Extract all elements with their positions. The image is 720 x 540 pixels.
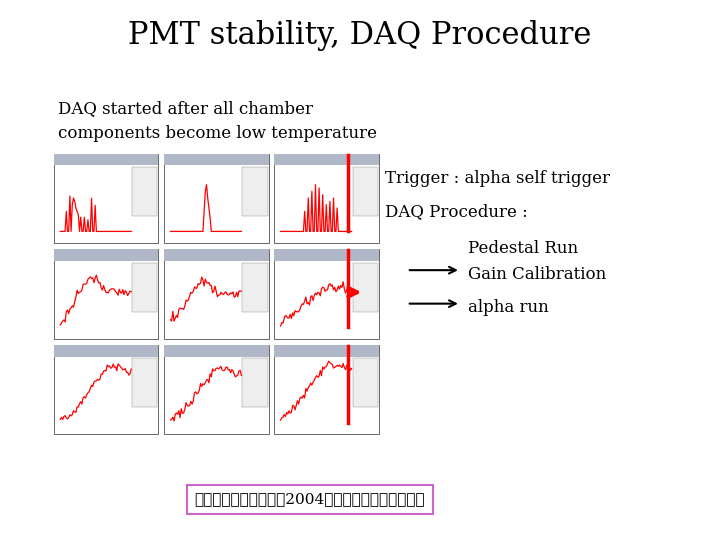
Bar (353, 167, 378, 217)
Bar (132, 167, 158, 217)
Bar (274, 154, 379, 165)
Bar (54, 154, 158, 243)
Bar (132, 263, 158, 312)
Bar (274, 249, 379, 339)
Bar (164, 249, 269, 261)
Text: Pedestal Run: Pedestal Run (468, 240, 578, 258)
Bar (243, 359, 268, 408)
Bar (243, 263, 268, 312)
Bar (274, 154, 379, 243)
Bar (54, 345, 158, 356)
Bar (353, 359, 378, 408)
Bar (274, 345, 379, 356)
Text: alpha run: alpha run (468, 299, 549, 316)
Bar (164, 345, 269, 434)
Text: Gain Calibration: Gain Calibration (468, 266, 606, 283)
Bar (54, 249, 158, 261)
Bar (243, 167, 268, 217)
Bar (132, 359, 158, 408)
Text: 久松康子　日本物理学2004年秋季大会　＠高知大学: 久松康子 日本物理学2004年秋季大会 ＠高知大学 (194, 492, 425, 507)
Bar (54, 154, 158, 165)
Text: DAQ started after all chamber
components become low temperature: DAQ started after all chamber components… (58, 100, 377, 143)
Text: DAQ Procedure :: DAQ Procedure : (385, 204, 528, 220)
Text: PMT stability, DAQ Procedure: PMT stability, DAQ Procedure (128, 19, 592, 51)
Bar (274, 249, 379, 261)
Bar (164, 345, 269, 356)
Bar (274, 345, 379, 434)
Bar (164, 249, 269, 339)
Bar (164, 154, 269, 243)
Bar (164, 154, 269, 165)
Bar (54, 345, 158, 434)
Bar (54, 249, 158, 339)
Text: Trigger : alpha self trigger: Trigger : alpha self trigger (385, 170, 611, 187)
Bar (353, 263, 378, 312)
